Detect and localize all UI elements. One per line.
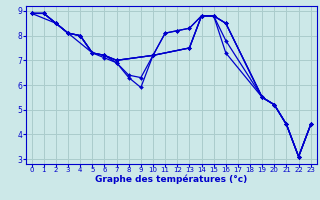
X-axis label: Graphe des températures (°c): Graphe des températures (°c)	[95, 175, 247, 184]
